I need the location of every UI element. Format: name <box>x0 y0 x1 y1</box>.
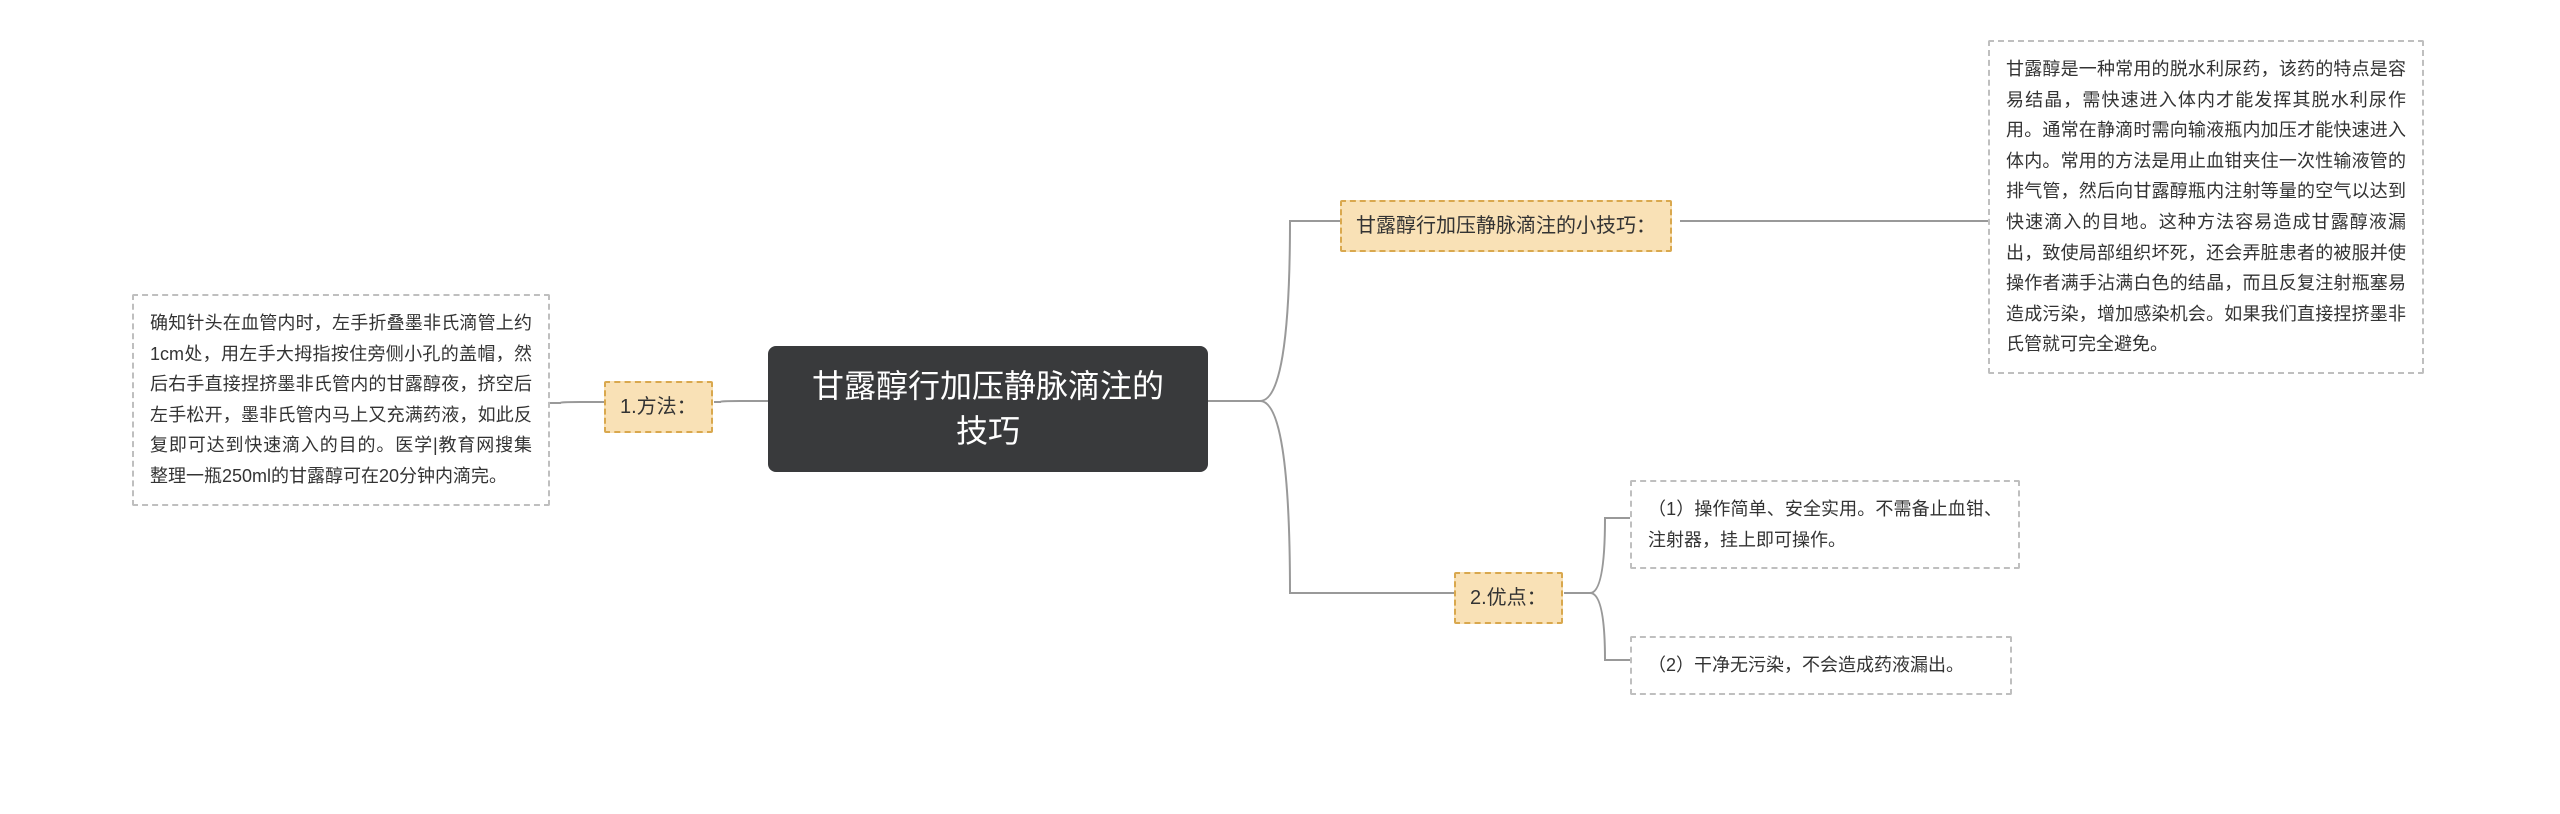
root-node[interactable]: 甘露醇行加压静脉滴注的技巧 <box>768 346 1208 472</box>
leaf-tips-text: 甘露醇是一种常用的脱水利尿药，该药的特点是容易结晶，需快速进入体内才能发挥其脱水… <box>1988 40 2424 374</box>
leaf-method-text: 确知针头在血管内时，左手折叠墨非氏滴管上约1cm处，用左手大拇指按住旁侧小孔的盖… <box>132 294 550 506</box>
mindmap-canvas: 甘露醇行加压静脉滴注的技巧 1.方法： 确知针头在血管内时，左手折叠墨非氏滴管上… <box>0 0 2560 814</box>
branch-advantages[interactable]: 2.优点： <box>1454 572 1563 624</box>
branch-method[interactable]: 1.方法： <box>604 381 713 433</box>
leaf-advantage-2: （2）干净无污染，不会造成药液漏出。 <box>1630 636 2012 695</box>
leaf-advantage-1: （1）操作简单、安全实用。不需备止血钳、注射器，挂上即可操作。 <box>1630 480 2020 569</box>
branch-tips[interactable]: 甘露醇行加压静脉滴注的小技巧： <box>1340 200 1672 252</box>
